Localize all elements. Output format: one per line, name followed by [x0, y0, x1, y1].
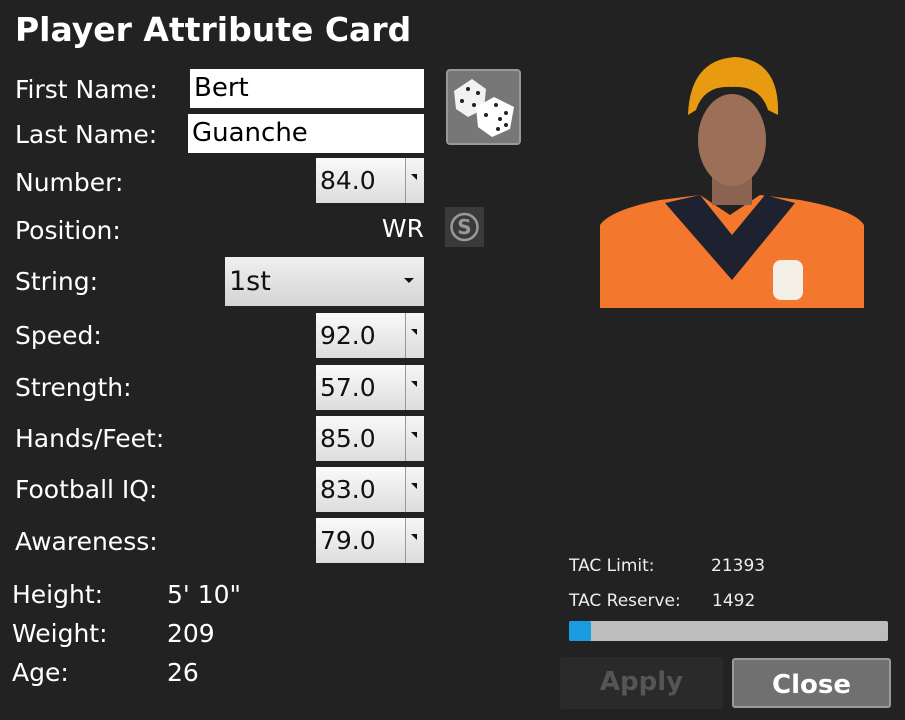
- strength-value[interactable]: 57.0: [316, 365, 406, 410]
- spin-arrow-icon[interactable]: [406, 416, 424, 461]
- svg-text:S: S: [457, 215, 471, 239]
- string-value: 1st: [229, 266, 271, 297]
- age-label: Age:: [12, 658, 69, 687]
- tac-limit-value: 21393: [711, 556, 766, 576]
- iq-label: Football IQ:: [15, 475, 158, 504]
- spin-arrow-icon[interactable]: [406, 518, 424, 563]
- tac-progress-fill: [569, 621, 592, 641]
- iq-spinner[interactable]: 83.0: [316, 467, 424, 512]
- height-label: Height:: [12, 580, 104, 609]
- number-value[interactable]: 84.0: [316, 158, 406, 203]
- dice-icon: [454, 79, 514, 137]
- spin-arrow-icon[interactable]: [406, 365, 424, 410]
- strength-label: Strength:: [15, 373, 132, 402]
- position-switch-button[interactable]: S: [445, 207, 484, 247]
- spin-arrow-icon[interactable]: [406, 158, 424, 203]
- spin-arrow-icon[interactable]: [406, 467, 424, 512]
- last-name-input[interactable]: Guanche: [188, 114, 424, 153]
- hands-label: Hands/Feet:: [15, 424, 165, 453]
- weight-label: Weight:: [12, 619, 108, 648]
- hands-value[interactable]: 85.0: [316, 416, 406, 461]
- tac-reserve-label: TAC Reserve:: [569, 591, 681, 611]
- string-dropdown[interactable]: 1st: [225, 257, 424, 306]
- apply-button[interactable]: Apply: [560, 657, 723, 709]
- position-value: WR: [381, 214, 424, 243]
- iq-value[interactable]: 83.0: [316, 467, 406, 512]
- awareness-label: Awareness:: [15, 527, 158, 556]
- page-title: Player Attribute Card: [15, 10, 412, 49]
- number-label: Number:: [15, 168, 124, 197]
- tac-reserve-value: 1492: [712, 591, 756, 611]
- last-name-label: Last Name:: [15, 120, 158, 149]
- player-avatar: [600, 57, 864, 308]
- age-value: 26: [167, 658, 199, 687]
- spin-arrow-icon[interactable]: [406, 313, 424, 358]
- s-circle-icon: S: [450, 212, 479, 242]
- number-spinner[interactable]: 84.0: [316, 158, 424, 203]
- position-label: Position:: [15, 216, 121, 245]
- first-name-label: First Name:: [15, 75, 158, 104]
- chevron-down-icon: [404, 278, 414, 283]
- awareness-spinner[interactable]: 79.0: [316, 518, 424, 563]
- first-name-input[interactable]: Bert: [190, 69, 424, 108]
- awareness-value[interactable]: 79.0: [316, 518, 406, 563]
- speed-spinner[interactable]: 92.0: [316, 313, 424, 358]
- close-button[interactable]: Close: [732, 658, 891, 708]
- tac-limit-label: TAC Limit:: [569, 556, 655, 576]
- weight-value: 209: [167, 619, 215, 648]
- hands-spinner[interactable]: 85.0: [316, 416, 424, 461]
- speed-value[interactable]: 92.0: [316, 313, 406, 358]
- speed-label: Speed:: [15, 321, 102, 350]
- strength-spinner[interactable]: 57.0: [316, 365, 424, 410]
- tac-progress-bar: [569, 621, 888, 641]
- height-value: 5' 10": [167, 580, 242, 609]
- randomize-button[interactable]: [446, 69, 521, 145]
- string-label: String:: [15, 267, 99, 296]
